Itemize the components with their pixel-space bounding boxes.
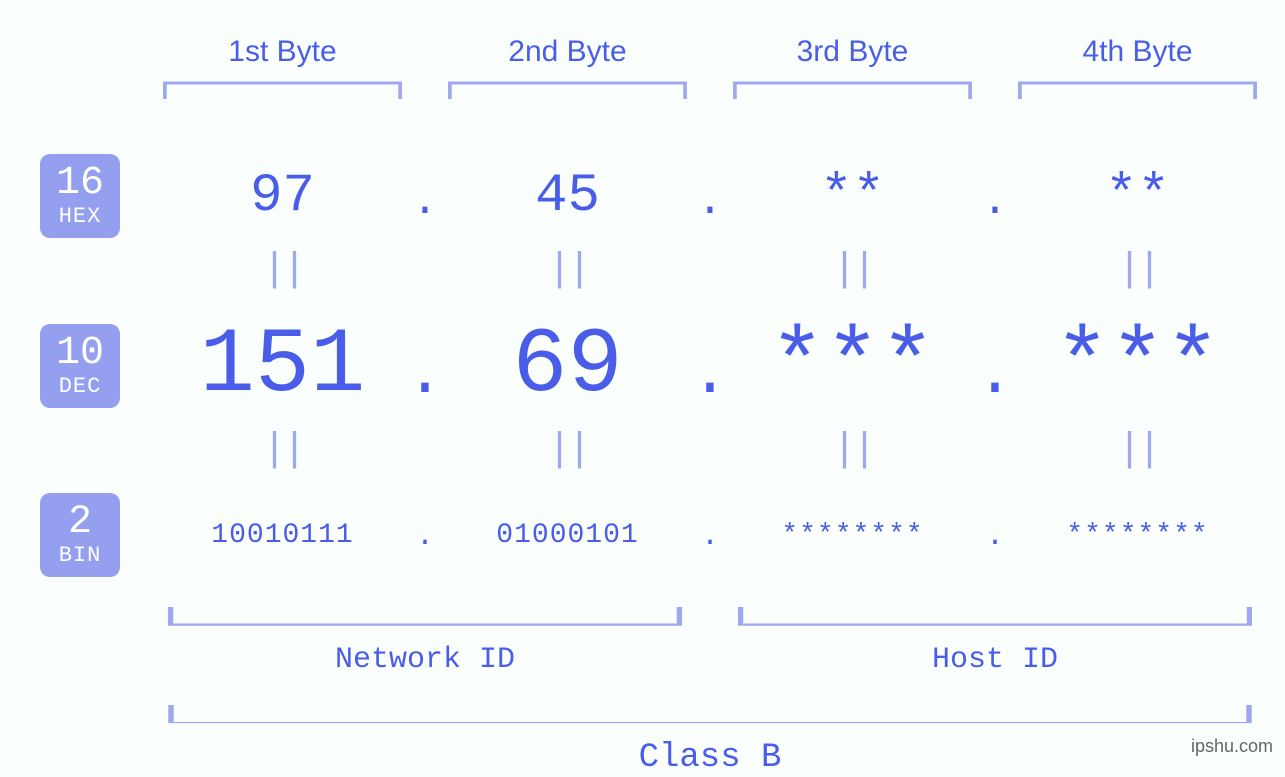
ip-diagram: 1st Byte 2nd Byte 3rd Byte 4th Byte 16 H… <box>40 10 1260 777</box>
badge-base-name: BIN <box>59 545 102 567</box>
equals-icon: || <box>1015 428 1260 473</box>
equals-icon: || <box>160 248 405 293</box>
badge-base-number: 2 <box>68 503 92 543</box>
bin-row: 2 BIN 10010111 . 01000101 . ******** . *… <box>40 493 1260 577</box>
badge-base-name: DEC <box>59 376 102 398</box>
bracket-bottom-icon <box>160 607 690 629</box>
dot-separator: . <box>975 177 1015 227</box>
dec-byte-2: 69 <box>445 313 690 418</box>
equals-icon: || <box>1015 248 1260 293</box>
bracket-top-icon <box>160 79 405 99</box>
dec-byte-3: *** <box>730 313 975 418</box>
bin-badge: 2 BIN <box>40 493 120 577</box>
equals-icon: || <box>445 428 690 473</box>
dot-separator: . <box>405 340 445 412</box>
badge-base-name: HEX <box>59 206 102 228</box>
equals-icon: || <box>730 248 975 293</box>
badge-base-number: 16 <box>56 164 104 204</box>
hex-badge: 16 HEX <box>40 154 120 238</box>
network-host-row: Network ID Host ID <box>40 607 1260 677</box>
hex-row: 16 HEX 97 . 45 . ** . ** <box>40 154 1260 238</box>
hex-byte-2: 45 <box>445 166 690 227</box>
bin-byte-4: ******** <box>1015 520 1260 551</box>
hex-byte-3: ** <box>730 166 975 227</box>
equals-icon: || <box>160 428 405 473</box>
dot-separator: . <box>690 340 730 412</box>
byte-header-row: 1st Byte 2nd Byte 3rd Byte 4th Byte <box>40 35 1260 99</box>
byte-label: 1st Byte <box>160 35 405 69</box>
host-id-label: Host ID <box>730 643 1260 677</box>
class-label: Class B <box>160 739 1260 777</box>
dot-separator: . <box>975 520 1015 554</box>
network-id-label: Network ID <box>160 643 690 677</box>
bracket-top-icon <box>1015 79 1260 99</box>
dot-separator: . <box>975 340 1015 412</box>
host-id-group: Host ID <box>730 607 1260 677</box>
network-id-group: Network ID <box>160 607 690 677</box>
dec-byte-4: *** <box>1015 313 1260 418</box>
equals-row: || || || || <box>40 248 1260 293</box>
badge-base-number: 10 <box>56 334 104 374</box>
bin-byte-1: 10010111 <box>160 520 405 551</box>
hex-byte-4: ** <box>1015 166 1260 227</box>
hex-byte-1: 97 <box>160 166 405 227</box>
dec-byte-1: 151 <box>160 313 405 418</box>
watermark: ipshu.com <box>1191 736 1273 757</box>
byte-header-3: 3rd Byte <box>730 35 975 99</box>
dot-separator: . <box>690 177 730 227</box>
dec-badge: 10 DEC <box>40 324 120 408</box>
byte-header-2: 2nd Byte <box>445 35 690 99</box>
bracket-top-icon <box>730 79 975 99</box>
byte-label: 4th Byte <box>1015 35 1260 69</box>
bracket-top-icon <box>445 79 690 99</box>
bin-byte-2: 01000101 <box>445 520 690 551</box>
equals-icon: || <box>445 248 690 293</box>
bin-byte-3: ******** <box>730 520 975 551</box>
byte-label: 3rd Byte <box>730 35 975 69</box>
equals-icon: || <box>730 428 975 473</box>
dot-separator: . <box>405 177 445 227</box>
class-group: Class B <box>160 705 1260 777</box>
byte-label: 2nd Byte <box>445 35 690 69</box>
bracket-bottom-icon <box>160 705 1260 727</box>
dot-separator: . <box>690 520 730 554</box>
equals-row: || || || || <box>40 428 1260 473</box>
bracket-bottom-icon <box>730 607 1260 629</box>
dot-separator: . <box>405 520 445 554</box>
class-row: Class B <box>40 705 1260 777</box>
dec-row: 10 DEC 151 . 69 . *** . *** <box>40 313 1260 418</box>
byte-header-4: 4th Byte <box>1015 35 1260 99</box>
byte-header-1: 1st Byte <box>160 35 405 99</box>
